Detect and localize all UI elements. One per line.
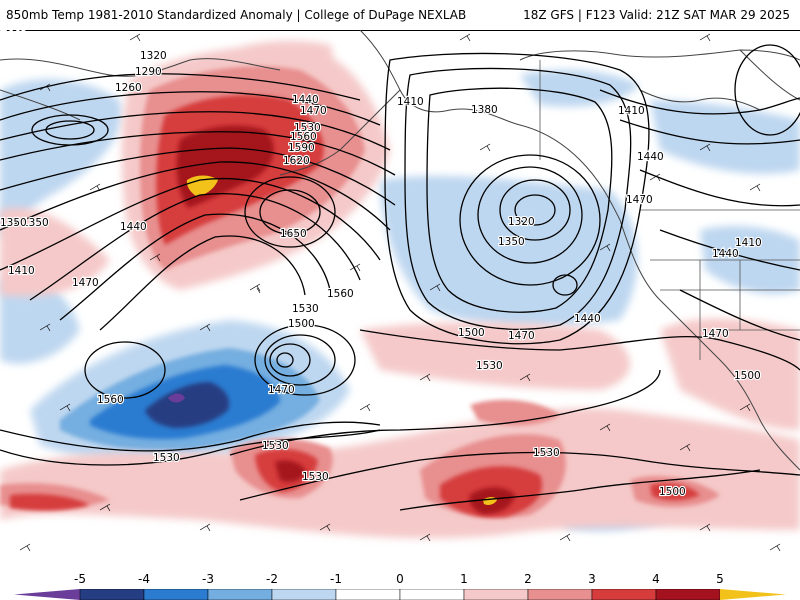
contour-label: 1470 — [508, 330, 535, 342]
contour-label: 1440 — [574, 313, 601, 325]
warm-anomaly-peak — [186, 175, 218, 196]
colorbar-segment — [79, 589, 145, 600]
colorbar-segment — [591, 589, 657, 600]
contour-label: 1410 — [397, 96, 424, 108]
contour-label: 1560 — [327, 288, 354, 300]
contour-label: 1440 — [0, 30, 27, 33]
colorbar-segment — [143, 589, 209, 600]
contour-label: 1530 — [302, 471, 329, 483]
contour-label: 1440 — [292, 94, 319, 106]
contour-label: 1530 — [294, 122, 321, 134]
contour-label: 1530 — [292, 303, 319, 315]
map-title: 850mb Temp 1981-2010 Standardized Anomal… — [6, 8, 467, 22]
contour-label: 1620 — [283, 155, 310, 167]
contour-label: 1320 — [508, 216, 535, 228]
contour-label: 1530 — [533, 447, 560, 459]
contour-label: 1560 — [290, 131, 317, 143]
contour-label: 1500 — [659, 486, 686, 498]
colorbar-tick: 3 — [588, 572, 596, 586]
contour-label: 1530 — [153, 452, 180, 464]
colorbar-tick: -5 — [74, 572, 86, 586]
political-borders — [539, 60, 800, 360]
map-header: 850mb Temp 1981-2010 Standardized Anomal… — [0, 0, 800, 31]
contour-label: 1530 — [476, 360, 503, 372]
contour-label: 1410 — [8, 265, 35, 277]
contour-label: 1470 — [626, 194, 653, 206]
colorbar-segment — [271, 589, 337, 600]
contour-label: 1440 — [637, 151, 664, 163]
wind-barbs — [19, 33, 781, 552]
contour-label: 1410 — [735, 237, 762, 249]
contour-label: 1500 — [734, 370, 761, 382]
contour-label: 1500 — [458, 327, 485, 339]
contour-label: 1470 — [268, 384, 295, 396]
contour-label: 1290 — [135, 66, 162, 78]
colorbar-tick: 5 — [716, 572, 724, 586]
run-valid-time: 18Z GFS | F123 Valid: 21Z SAT MAR 29 202… — [523, 8, 790, 22]
contour-label: 1470 — [72, 277, 99, 289]
colorbar-segment — [207, 589, 273, 600]
weather-map: 1320 1290 1260 1440 1470 1530 1560 1590 … — [0, 30, 800, 552]
contour-label: 1500 — [288, 318, 315, 330]
contour-label: 1530 — [262, 440, 289, 452]
contour-label: 1350 — [498, 236, 525, 248]
colorbar-segment — [399, 589, 465, 600]
contour-label: 1350 — [0, 217, 27, 229]
colorbar-tick: -1 — [330, 572, 342, 586]
contour-label: 1380 — [471, 104, 498, 116]
contour-label: 1260 — [115, 82, 142, 94]
cold-anomaly-core — [145, 382, 230, 428]
contour-labels: 1320 1290 1260 1440 1470 1530 1560 1590 … — [0, 30, 763, 499]
colorbar-tick: 0 — [396, 572, 404, 586]
colorbar-segment — [335, 589, 401, 600]
colorbar-segment — [655, 589, 721, 600]
colorbar-tick: 1 — [460, 572, 468, 586]
colorbar-tick: -4 — [138, 572, 150, 586]
colorbar-labels: -5 -4 -3 -2 -1 0 1 2 3 4 5 — [0, 572, 800, 588]
contour-label: 1650 — [280, 228, 307, 240]
colorbar-arrow-right — [720, 589, 786, 600]
cold-anomaly-peak — [168, 393, 185, 403]
contour-label: 1440 — [120, 221, 147, 233]
contour-label: 1470 — [702, 328, 729, 340]
colorbar-segment — [463, 589, 529, 600]
colorbar-arrow-left — [14, 589, 80, 600]
contour-label: 1320 — [140, 50, 167, 62]
contour-label: 1560 — [97, 394, 124, 406]
height-contours — [0, 44, 800, 511]
contour-label: 1440 — [712, 248, 739, 260]
colorbar-tick: -3 — [202, 572, 214, 586]
contour-label: 1350 — [22, 217, 49, 229]
colorbar-tick: -2 — [266, 572, 278, 586]
colorbar-segment — [527, 589, 593, 600]
colorbar — [14, 589, 786, 600]
colorbar-tick: 2 — [524, 572, 532, 586]
contour-label: 1590 — [288, 142, 315, 154]
contour-label: 1410 — [618, 105, 645, 117]
contour-label: 1470 — [300, 105, 327, 117]
colorbar-tick: 4 — [652, 572, 660, 586]
